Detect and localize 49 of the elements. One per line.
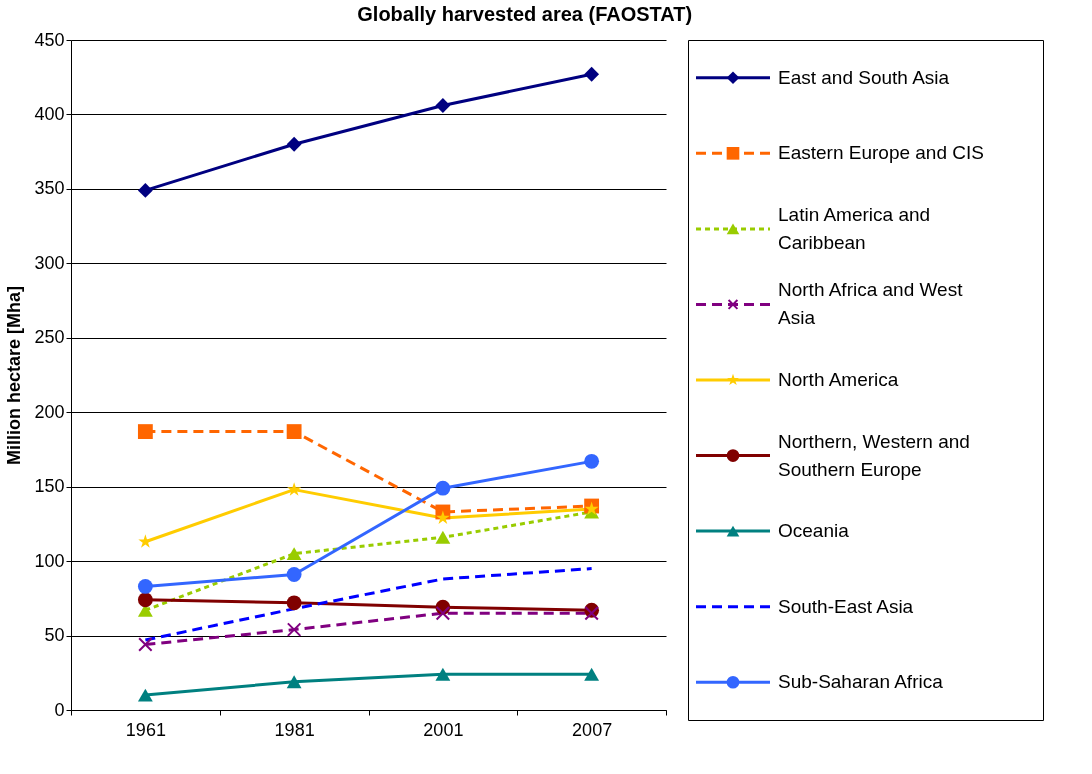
y-tick-label: 450	[34, 29, 65, 50]
point	[435, 480, 451, 496]
legend-label: South-East Asia	[778, 595, 914, 617]
point	[286, 424, 302, 439]
chart-title: Globally harvested area (FAOSTAT)	[357, 3, 693, 25]
point	[287, 482, 302, 496]
legend-label: Latin America and Caribbean	[778, 203, 931, 253]
y-tick-label: 250	[34, 327, 65, 348]
point	[286, 675, 302, 689]
y-axis-title: Million hectare [Mha]	[4, 285, 25, 466]
y-tick-label: 350	[34, 178, 65, 199]
legend-label: North America	[778, 369, 899, 390]
point	[137, 592, 153, 608]
point	[286, 567, 302, 582]
point	[435, 98, 451, 113]
point	[584, 66, 600, 82]
point	[435, 510, 450, 524]
point	[138, 637, 153, 652]
point	[137, 424, 153, 439]
point	[435, 667, 451, 681]
y-tick-label: 400	[34, 103, 65, 124]
point	[286, 622, 302, 637]
x-tick-label: 1981	[274, 719, 315, 740]
y-tick-label: 0	[54, 699, 65, 720]
point	[137, 688, 153, 702]
point	[286, 136, 302, 152]
point	[435, 530, 451, 544]
legend-label: Sub-Saharan Africa	[778, 671, 944, 693]
y-tick-label: 150	[34, 476, 65, 497]
x-tick-label: 1961	[125, 719, 166, 740]
legend-label: North Africa and West Asia	[778, 279, 964, 329]
point	[435, 605, 451, 621]
point	[137, 182, 153, 198]
point	[137, 579, 153, 594]
legend-label: East and South Asia	[778, 66, 950, 88]
y-tick-label: 100	[34, 550, 65, 571]
y-tick-label: 50	[44, 625, 65, 646]
x-tick-label: 2001	[423, 719, 464, 740]
legend-label: Northern, Western and Southern Europe	[778, 430, 970, 480]
point	[584, 453, 600, 469]
legend-label: Oceania	[778, 520, 850, 542]
point	[286, 547, 302, 561]
legend-label: Eastern Europe and CIS	[778, 142, 984, 164]
x-tick-label: 2007	[572, 719, 613, 740]
point	[286, 595, 302, 611]
y-tick-label: 200	[34, 401, 65, 422]
point	[584, 667, 600, 681]
line-series	[143, 567, 594, 642]
y-tick-label: 300	[34, 252, 65, 273]
